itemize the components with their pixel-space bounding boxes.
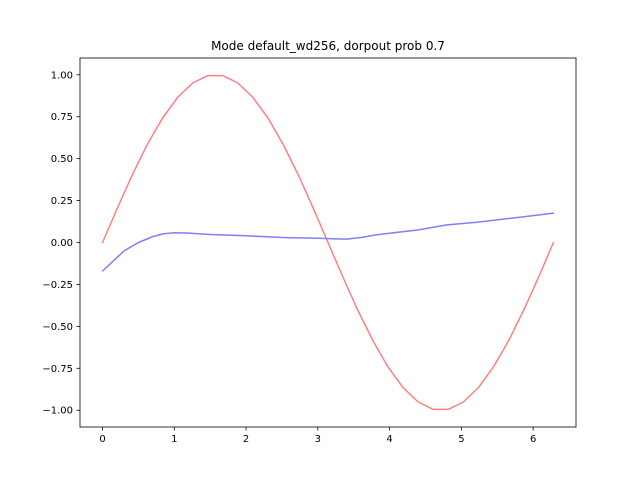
series-layer	[101, 74, 555, 411]
y-tick-label: 0.75	[51, 112, 73, 123]
y-tick-label: 0.00	[51, 238, 73, 249]
series-line-1	[101, 74, 555, 411]
y-tick-label: −0.25	[42, 280, 73, 291]
y-tick-label: −1.00	[42, 406, 73, 417]
y-tick-label: −0.75	[42, 364, 73, 375]
series-line-2	[101, 212, 555, 272]
x-tick-label: 1	[171, 434, 177, 445]
x-tick-label: 0	[99, 434, 105, 445]
x-tick-label: 5	[458, 434, 464, 445]
x-tick-label: 3	[315, 434, 321, 445]
y-tick-label: 0.25	[51, 196, 73, 207]
chart-title: Mode default_wd256, dorpout prob 0.7	[211, 39, 445, 53]
y-tick-label: 1.00	[51, 70, 73, 81]
y-tick-label: −0.50	[42, 322, 73, 333]
x-tick-label: 6	[530, 434, 536, 445]
x-tick-label: 2	[243, 434, 249, 445]
y-tick-label: 0.50	[51, 154, 73, 165]
axes-layer: 0 1 2 3 4 5 6 1.00 0.75 0.50 0.25 0.00 −0.25 −0.50 −0.…	[42, 57, 577, 445]
x-tick-label: 4	[386, 434, 392, 445]
